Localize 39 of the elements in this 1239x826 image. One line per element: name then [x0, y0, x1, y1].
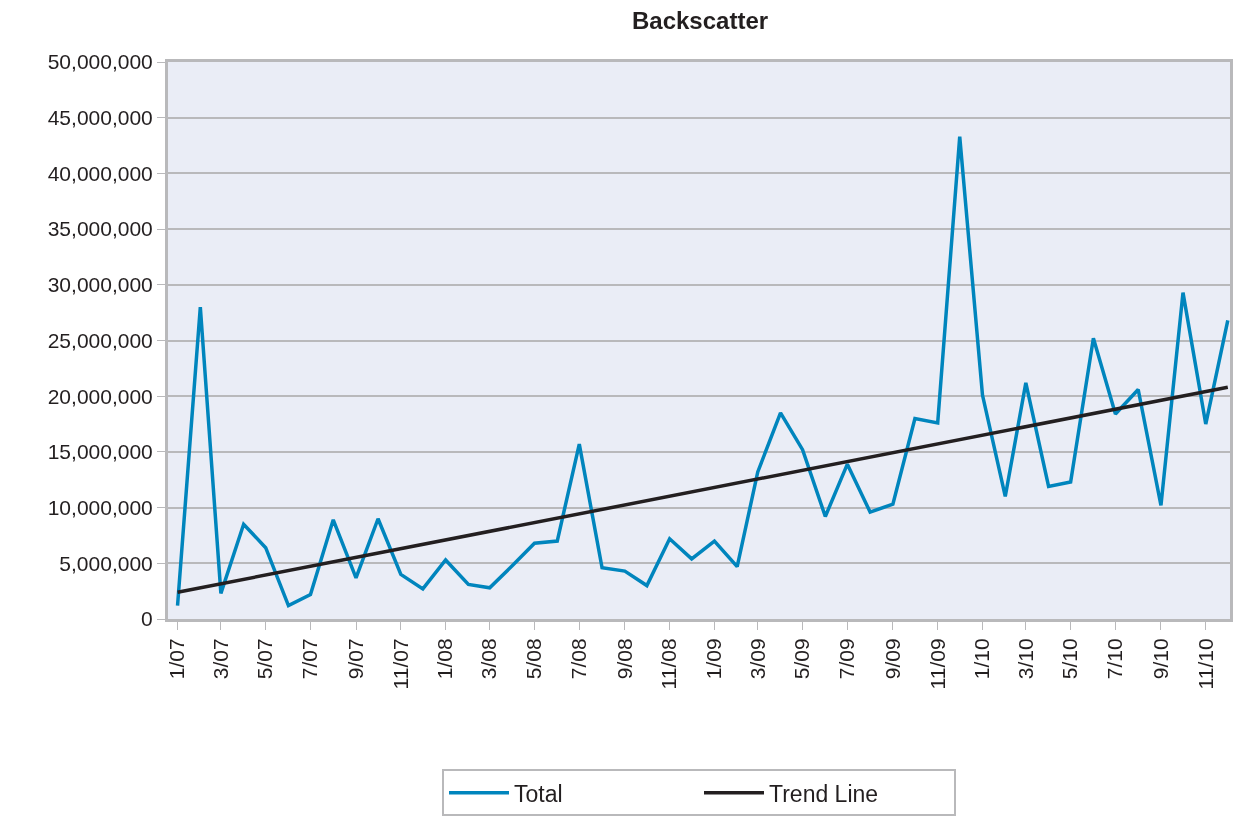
chart-title: Backscatter: [631, 7, 769, 35]
x-tick-label: 7/08: [567, 638, 591, 680]
y-tick-label: 15,000,000: [47, 440, 153, 464]
x-tick-label: 11/10: [1193, 638, 1217, 690]
y-tick-label: 35,000,000: [47, 217, 153, 241]
x-tick-label: 7/07: [298, 638, 322, 680]
y-tick-label: 50,000,000: [47, 50, 153, 74]
y-tick-label: 20,000,000: [47, 384, 153, 408]
y-tick-label: 5,000,000: [59, 551, 153, 575]
x-tick-label: 5/07: [253, 638, 277, 680]
x-tick-label: 11/08: [657, 638, 681, 690]
x-tick-label: 9/09: [880, 638, 904, 680]
x-tick-label: 1/10: [970, 638, 994, 680]
x-tick-label: 9/10: [1148, 638, 1172, 680]
x-tick-label: 3/10: [1013, 638, 1037, 680]
x-tick-label: 5/09: [790, 638, 814, 680]
legend-label: Total: [514, 780, 563, 807]
y-tick-label: 25,000,000: [47, 328, 153, 352]
x-tick-label: 7/09: [835, 638, 859, 680]
x-tick-label: 9/08: [612, 638, 636, 680]
x-tick-label: 7/10: [1103, 638, 1127, 680]
x-tick-label: 1/09: [702, 638, 726, 680]
x-tick-label: 1/08: [433, 638, 457, 680]
x-tick-label: 9/07: [343, 638, 367, 680]
x-tick-label: 5/08: [522, 638, 546, 680]
line-series: [175, 134, 1230, 608]
x-tick-label: 3/07: [208, 638, 232, 680]
y-tick-label: 40,000,000: [47, 161, 153, 185]
x-tick-label: 11/07: [388, 638, 412, 690]
y-tick-label: 45,000,000: [47, 106, 153, 130]
legend-label: Trend Line: [769, 780, 879, 807]
x-tick-label: 3/08: [477, 638, 501, 680]
y-tick-label: 10,000,000: [47, 495, 153, 519]
y-tick-label: 0: [141, 607, 153, 631]
x-tick-label: 5/10: [1058, 638, 1082, 680]
x-tick-label: 11/09: [925, 638, 949, 690]
y-tick-label: 30,000,000: [47, 273, 153, 297]
x-tick-label: 1/07: [165, 638, 189, 680]
x-tick-label: 3/09: [745, 638, 769, 680]
